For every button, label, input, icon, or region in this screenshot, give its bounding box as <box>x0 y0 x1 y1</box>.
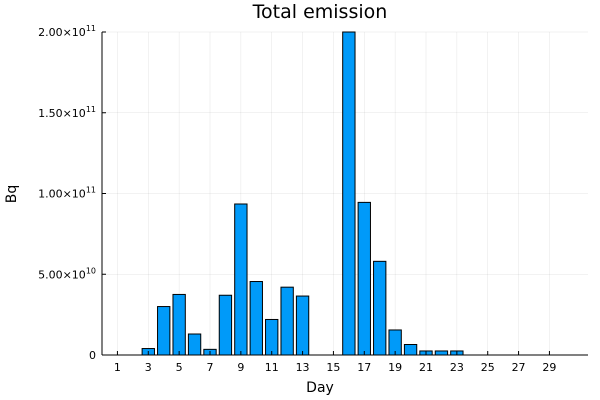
x-tick-labels: 1 3 5 7 9 11 13 15 17 19 21 23 25 27 29 <box>114 351 556 374</box>
x-tick-label: 9 <box>237 361 244 374</box>
y-tick-label: 1.50×1011 <box>38 105 96 120</box>
bar-day-20 <box>403 344 418 356</box>
x-tick-label: 21 <box>419 361 433 374</box>
x-axis-label: Day <box>306 380 334 396</box>
bar-day-12 <box>280 286 294 356</box>
bar-day-5 <box>172 293 186 356</box>
bar-day-18 <box>373 260 387 356</box>
bars <box>141 31 464 356</box>
x-tick-label: 25 <box>481 361 495 374</box>
bar-day-9 <box>234 203 248 356</box>
x-tick-label: 23 <box>450 361 464 374</box>
bar-day-22 <box>434 350 449 356</box>
x-tick-label: 7 <box>207 361 214 374</box>
x-tick-label: 11 <box>265 361 279 374</box>
x-tick-label: 5 <box>176 361 183 374</box>
bar-day-13 <box>295 295 310 356</box>
chart-title: Total emission <box>252 1 388 23</box>
y-tick-labels: 0 5.00×1010 1.00×1011 1.50×1011 2.00×1011 <box>38 24 106 362</box>
x-tick-label: 29 <box>542 361 556 374</box>
bar-day-17 <box>357 201 371 356</box>
bar-day-8 <box>218 294 233 356</box>
bar-day-10 <box>249 281 263 356</box>
x-tick-label: 27 <box>512 361 526 374</box>
x-tick-label: 1 <box>114 361 121 374</box>
x-tick-label: 19 <box>388 361 402 374</box>
bar-day-11 <box>265 318 279 356</box>
bar-day-16 <box>342 31 356 356</box>
x-tick-label: 15 <box>326 361 340 374</box>
bar-day-4 <box>157 306 171 356</box>
y-tick-label: 2.00×1011 <box>38 24 96 39</box>
y-tick-label: 5.00×1010 <box>38 266 96 281</box>
x-tick-label: 13 <box>296 361 310 374</box>
y-tick-label: 1.00×1011 <box>38 186 96 201</box>
bar-day-6 <box>187 333 202 356</box>
y-tick-label: 0 <box>89 349 96 362</box>
x-tick-label: 17 <box>357 361 371 374</box>
y-axis-label: Bq <box>4 185 20 204</box>
x-tick-label: 3 <box>145 361 152 374</box>
